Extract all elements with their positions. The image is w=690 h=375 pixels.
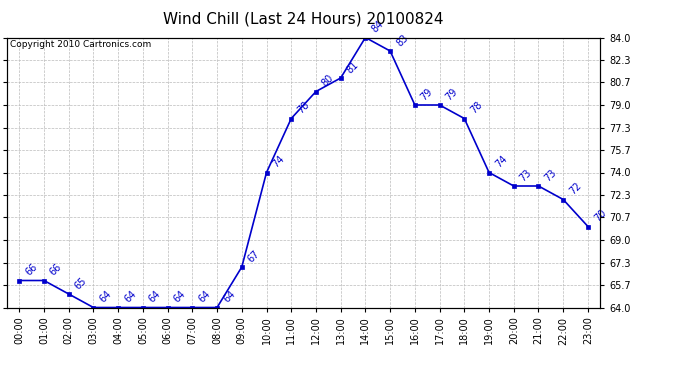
Text: 78: 78 xyxy=(295,100,311,116)
Text: 70: 70 xyxy=(592,208,608,224)
Text: 66: 66 xyxy=(23,262,39,278)
Text: 84: 84 xyxy=(370,19,385,35)
Text: 67: 67 xyxy=(246,248,262,264)
Text: 73: 73 xyxy=(542,167,558,183)
Text: 64: 64 xyxy=(197,289,213,305)
Text: 74: 74 xyxy=(270,154,286,170)
Text: 65: 65 xyxy=(73,275,89,291)
Text: 64: 64 xyxy=(147,289,163,305)
Text: 64: 64 xyxy=(97,289,113,305)
Text: 64: 64 xyxy=(122,289,138,305)
Text: 64: 64 xyxy=(221,289,237,305)
Text: 78: 78 xyxy=(469,100,484,116)
Text: 72: 72 xyxy=(567,181,583,197)
Text: 83: 83 xyxy=(394,33,410,48)
Text: 80: 80 xyxy=(320,73,336,89)
Text: Wind Chill (Last 24 Hours) 20100824: Wind Chill (Last 24 Hours) 20100824 xyxy=(164,11,444,26)
Text: Copyright 2010 Cartronics.com: Copyright 2010 Cartronics.com xyxy=(10,40,151,49)
Text: 64: 64 xyxy=(172,289,188,305)
Text: 79: 79 xyxy=(444,86,460,102)
Text: 74: 74 xyxy=(493,154,509,170)
Text: 66: 66 xyxy=(48,262,64,278)
Text: 81: 81 xyxy=(345,60,361,75)
Text: 73: 73 xyxy=(518,167,534,183)
Text: 79: 79 xyxy=(419,86,435,102)
